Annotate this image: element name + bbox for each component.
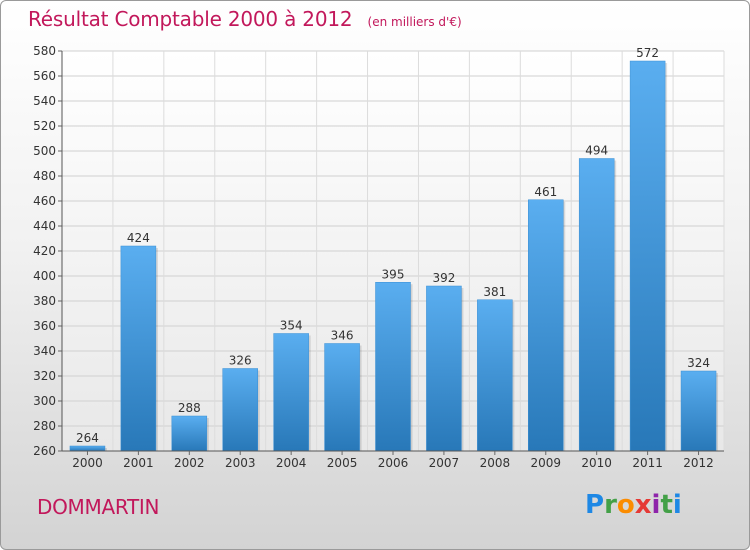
data-label: 395 xyxy=(382,267,405,281)
bar-2001 xyxy=(120,245,157,452)
x-tick-label: 2001 xyxy=(123,456,154,470)
y-tick-label: 300 xyxy=(33,394,56,408)
logo-letter: i xyxy=(651,490,661,520)
x-tick-label: 2002 xyxy=(174,456,205,470)
y-tick-label: 480 xyxy=(33,169,56,183)
x-tick-label: 2005 xyxy=(327,456,358,470)
bar-2009 xyxy=(528,199,564,452)
y-tick-label: 460 xyxy=(33,194,56,208)
x-tick-label: 2008 xyxy=(480,456,511,470)
bar-2002 xyxy=(171,415,208,452)
bar-2004 xyxy=(273,333,309,452)
data-label: 354 xyxy=(280,319,303,333)
proxiti-logo[interactable]: Proxiti xyxy=(585,490,682,520)
x-tick-label: 2010 xyxy=(581,456,612,470)
logo-letter: t xyxy=(660,490,673,520)
x-tick-label: 2009 xyxy=(530,456,561,470)
y-tick-label: 380 xyxy=(33,294,56,308)
logo-letter: i xyxy=(672,490,682,520)
bar-2011 xyxy=(629,60,666,452)
y-tick-label: 280 xyxy=(33,419,56,433)
x-tick-label: 2011 xyxy=(632,456,663,470)
x-tick-label: 2000 xyxy=(72,456,103,470)
y-tick-label: 520 xyxy=(33,119,56,133)
y-tick-label: 360 xyxy=(33,319,56,333)
chart-title: Résultat Comptable 2000 à 2012 xyxy=(28,7,353,31)
bar-2000 xyxy=(69,445,106,452)
data-label: 494 xyxy=(585,144,608,158)
y-tick-label: 560 xyxy=(33,69,56,83)
data-label: 381 xyxy=(483,285,506,299)
x-tick-label: 2003 xyxy=(225,456,256,470)
bar-2010 xyxy=(578,158,615,452)
x-tick-label: 2006 xyxy=(378,456,409,470)
data-label: 572 xyxy=(636,46,659,60)
y-tick-label: 260 xyxy=(33,444,56,458)
x-tick-label: 2012 xyxy=(683,456,714,470)
data-label: 324 xyxy=(687,356,710,370)
chart-subtitle: (en milliers d'€) xyxy=(367,15,462,29)
bar-2012 xyxy=(680,370,717,452)
y-tick-label: 500 xyxy=(33,144,56,158)
bar-2007 xyxy=(426,285,462,452)
bar-2008 xyxy=(477,299,513,452)
data-label: 326 xyxy=(229,354,252,368)
y-tick-label: 420 xyxy=(33,244,56,258)
logo-letter: r xyxy=(604,490,617,520)
logo-letter: P xyxy=(585,490,605,520)
logo-letter: o xyxy=(616,490,635,520)
chart-header: Résultat Comptable 2000 à 2012 (en milli… xyxy=(28,7,462,31)
data-label: 346 xyxy=(331,329,354,343)
bar-2005 xyxy=(324,343,360,452)
data-label: 288 xyxy=(178,401,201,415)
y-tick-label: 340 xyxy=(33,344,56,358)
data-label: 392 xyxy=(432,271,455,285)
data-label: 264 xyxy=(76,431,99,445)
y-tick-label: 440 xyxy=(33,219,56,233)
y-tick-label: 540 xyxy=(33,94,56,108)
data-label: 424 xyxy=(127,231,150,245)
data-label: 461 xyxy=(534,185,557,199)
city-name: DOMMARTIN xyxy=(37,495,160,519)
x-tick-label: 2004 xyxy=(276,456,307,470)
logo-letter: x xyxy=(634,490,652,520)
y-tick-label: 580 xyxy=(33,44,56,58)
y-tick-label: 320 xyxy=(33,369,56,383)
y-tick-label: 400 xyxy=(33,269,56,283)
bar-2006 xyxy=(375,282,411,452)
bar-2003 xyxy=(222,368,258,452)
x-tick-label: 2007 xyxy=(429,456,460,470)
